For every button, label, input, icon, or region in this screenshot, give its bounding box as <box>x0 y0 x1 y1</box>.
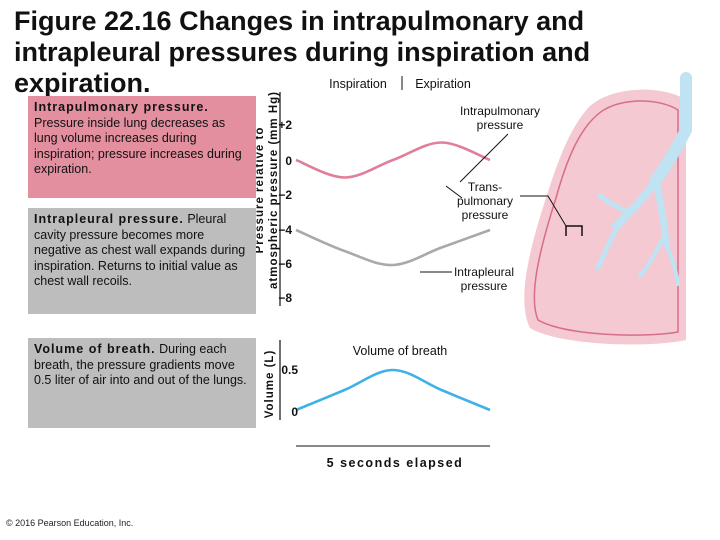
intrapulmonary-heading: Intrapulmonary pressure. <box>34 100 209 114</box>
tick-0: 0 <box>285 154 292 168</box>
intrapleural-curve <box>295 228 491 267</box>
tick-plus2: +2 <box>278 118 292 132</box>
lung-shape <box>524 89 686 345</box>
phase-expiration: Expiration <box>415 77 471 91</box>
tick-vol-0: 0 <box>291 405 298 419</box>
intrapulmonary-text: Pressure inside lung decreases as lung v… <box>34 115 242 177</box>
volume-chart-title: Volume of breath <box>352 344 448 358</box>
intrapleural-heading: Intrapleural pressure. <box>34 212 184 226</box>
lung-pressure-bracket <box>565 225 583 236</box>
tick-minus6: −6 <box>278 257 292 271</box>
label-transpulmonary: Trans-pulmonary pressure <box>456 180 514 222</box>
tick-minus8: −8 <box>278 291 292 305</box>
figure-title: Figure 22.16 Changes in intrapulmonary a… <box>14 6 591 98</box>
phase-inspiration: Inspiration <box>329 77 387 91</box>
tick-minus4: −4 <box>278 223 292 237</box>
leader-transpulmonary-line <box>445 185 463 199</box>
pleura-outline <box>533 100 679 336</box>
volume-text: During each breath, the pressure gradien… <box>34 342 247 387</box>
airway-tree <box>595 72 692 286</box>
volume-box: Volume of breath. During each breath, th… <box>28 338 256 428</box>
leader-transpulmonary <box>520 195 567 227</box>
tick-vol-0-5: 0.5 <box>281 363 298 377</box>
label-intrapulmonary: Intrapulmonary pressure <box>459 104 541 132</box>
intrapulmonary-curve <box>295 141 491 179</box>
volume-heading: Volume of breath. <box>34 342 156 356</box>
intrapleural-box: Intrapleural pressure. Pleural cavity pr… <box>28 208 256 314</box>
volume-axis-label: Volume (L) <box>264 349 276 419</box>
volume-curve <box>295 368 491 412</box>
tick-minus2: −2 <box>278 188 292 202</box>
x-axis-label: 5 seconds elapsed <box>326 456 464 470</box>
intrapleural-text: Pleural cavity pressure becomes more neg… <box>34 212 246 288</box>
leader-intrapulmonary <box>459 133 509 183</box>
label-intrapleural: Intrapleural pressure <box>453 265 515 293</box>
intrapulmonary-box: Intrapulmonary pressure. Pressure inside… <box>28 96 256 198</box>
copyright: © 2016 Pearson Education, Inc. <box>6 518 134 528</box>
